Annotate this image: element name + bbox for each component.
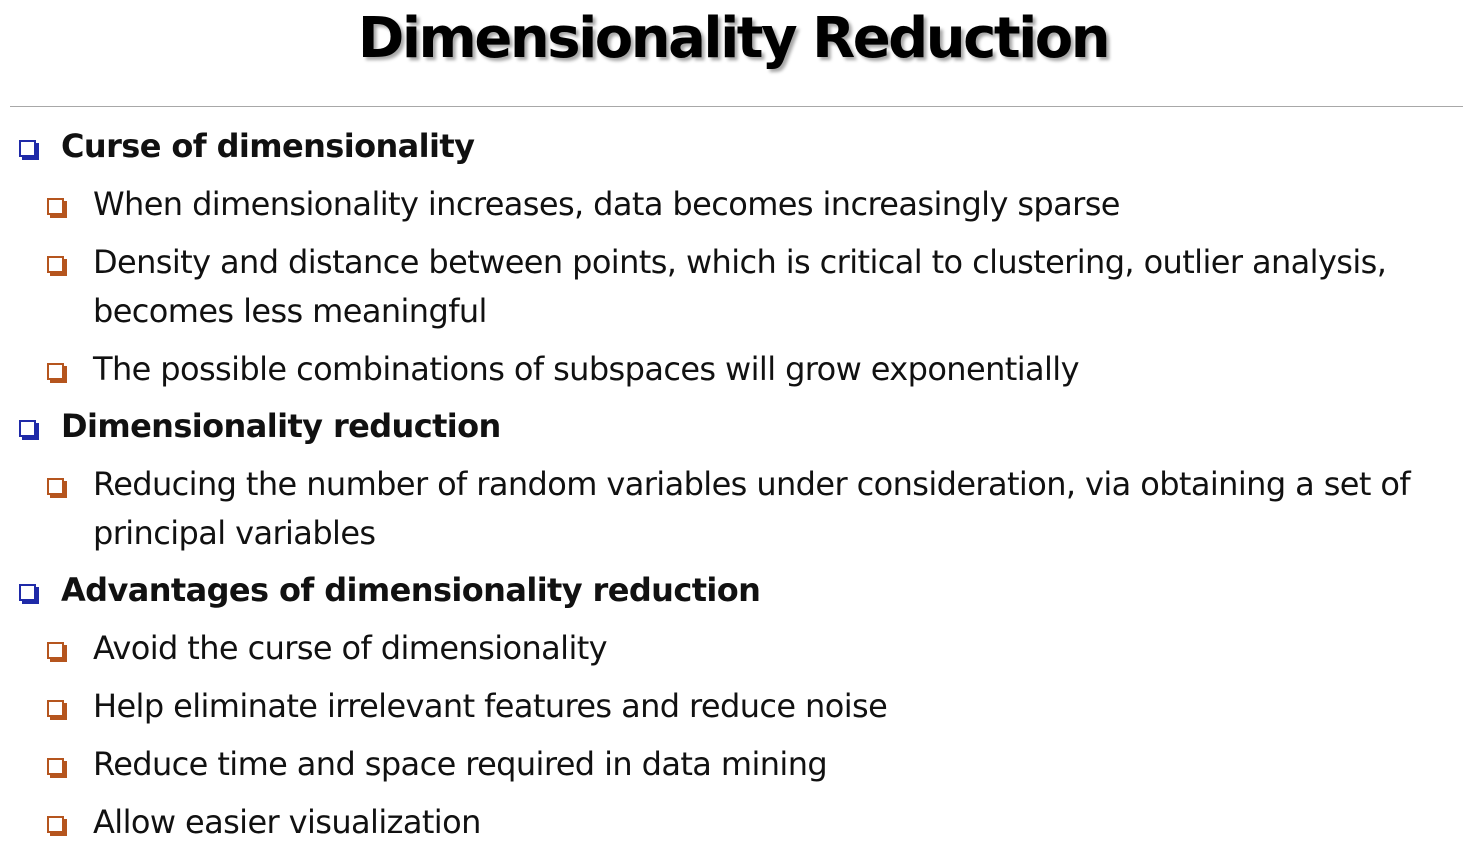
list-item-text: When dimensionality increases, data beco… xyxy=(93,185,1120,223)
hollow-square-bullet-icon xyxy=(47,363,64,380)
bullet-list: Curse of dimensionality When dimensional… xyxy=(0,118,1466,851)
hollow-square-bullet-icon xyxy=(47,700,64,717)
list-item: When dimensionality increases, data beco… xyxy=(47,175,1443,233)
hollow-square-bullet-icon xyxy=(19,420,36,437)
section-heading: Dimensionality reduction xyxy=(19,398,1441,455)
hollow-square-bullet-icon xyxy=(19,584,36,601)
list-item-text: Help eliminate irrelevant features and r… xyxy=(93,687,888,725)
list-item: Reduce time and space required in data m… xyxy=(47,735,1443,793)
slide-title: Dimensionality Reduction xyxy=(357,6,1111,71)
section-heading: Advantages of dimensionality reduction xyxy=(19,562,1441,619)
list-item-text: Avoid the curse of dimensionality xyxy=(93,629,608,667)
list-item-text: Allow easier visualization xyxy=(93,803,481,841)
hollow-square-bullet-icon xyxy=(47,816,64,833)
hollow-square-bullet-icon xyxy=(47,642,64,659)
list-item: Avoid the curse of dimensionality xyxy=(47,619,1443,677)
title-divider xyxy=(10,106,1463,107)
list-item: Reducing the number of random variables … xyxy=(47,455,1443,562)
list-item: The possible combinations of subspaces w… xyxy=(47,340,1443,398)
list-item: Allow easier visualization xyxy=(47,793,1443,851)
list-item-text: Density and distance between points, whi… xyxy=(93,243,1387,330)
list-item: Help eliminate irrelevant features and r… xyxy=(47,677,1443,735)
section-heading: Curse of dimensionality xyxy=(19,118,1441,175)
list-item-text: Reduce time and space required in data m… xyxy=(93,745,828,783)
section-heading-text: Curse of dimensionality xyxy=(61,127,475,165)
hollow-square-bullet-icon xyxy=(47,758,64,775)
hollow-square-bullet-icon xyxy=(47,256,64,273)
hollow-square-bullet-icon xyxy=(19,140,36,157)
section-heading-text: Advantages of dimensionality reduction xyxy=(61,571,761,609)
hollow-square-bullet-icon xyxy=(47,198,64,215)
section-heading-text: Dimensionality reduction xyxy=(61,407,501,445)
list-item: Density and distance between points, whi… xyxy=(47,233,1443,340)
list-item-text: Reducing the number of random variables … xyxy=(93,465,1411,552)
hollow-square-bullet-icon xyxy=(47,478,64,495)
list-item-text: The possible combinations of subspaces w… xyxy=(93,350,1080,388)
